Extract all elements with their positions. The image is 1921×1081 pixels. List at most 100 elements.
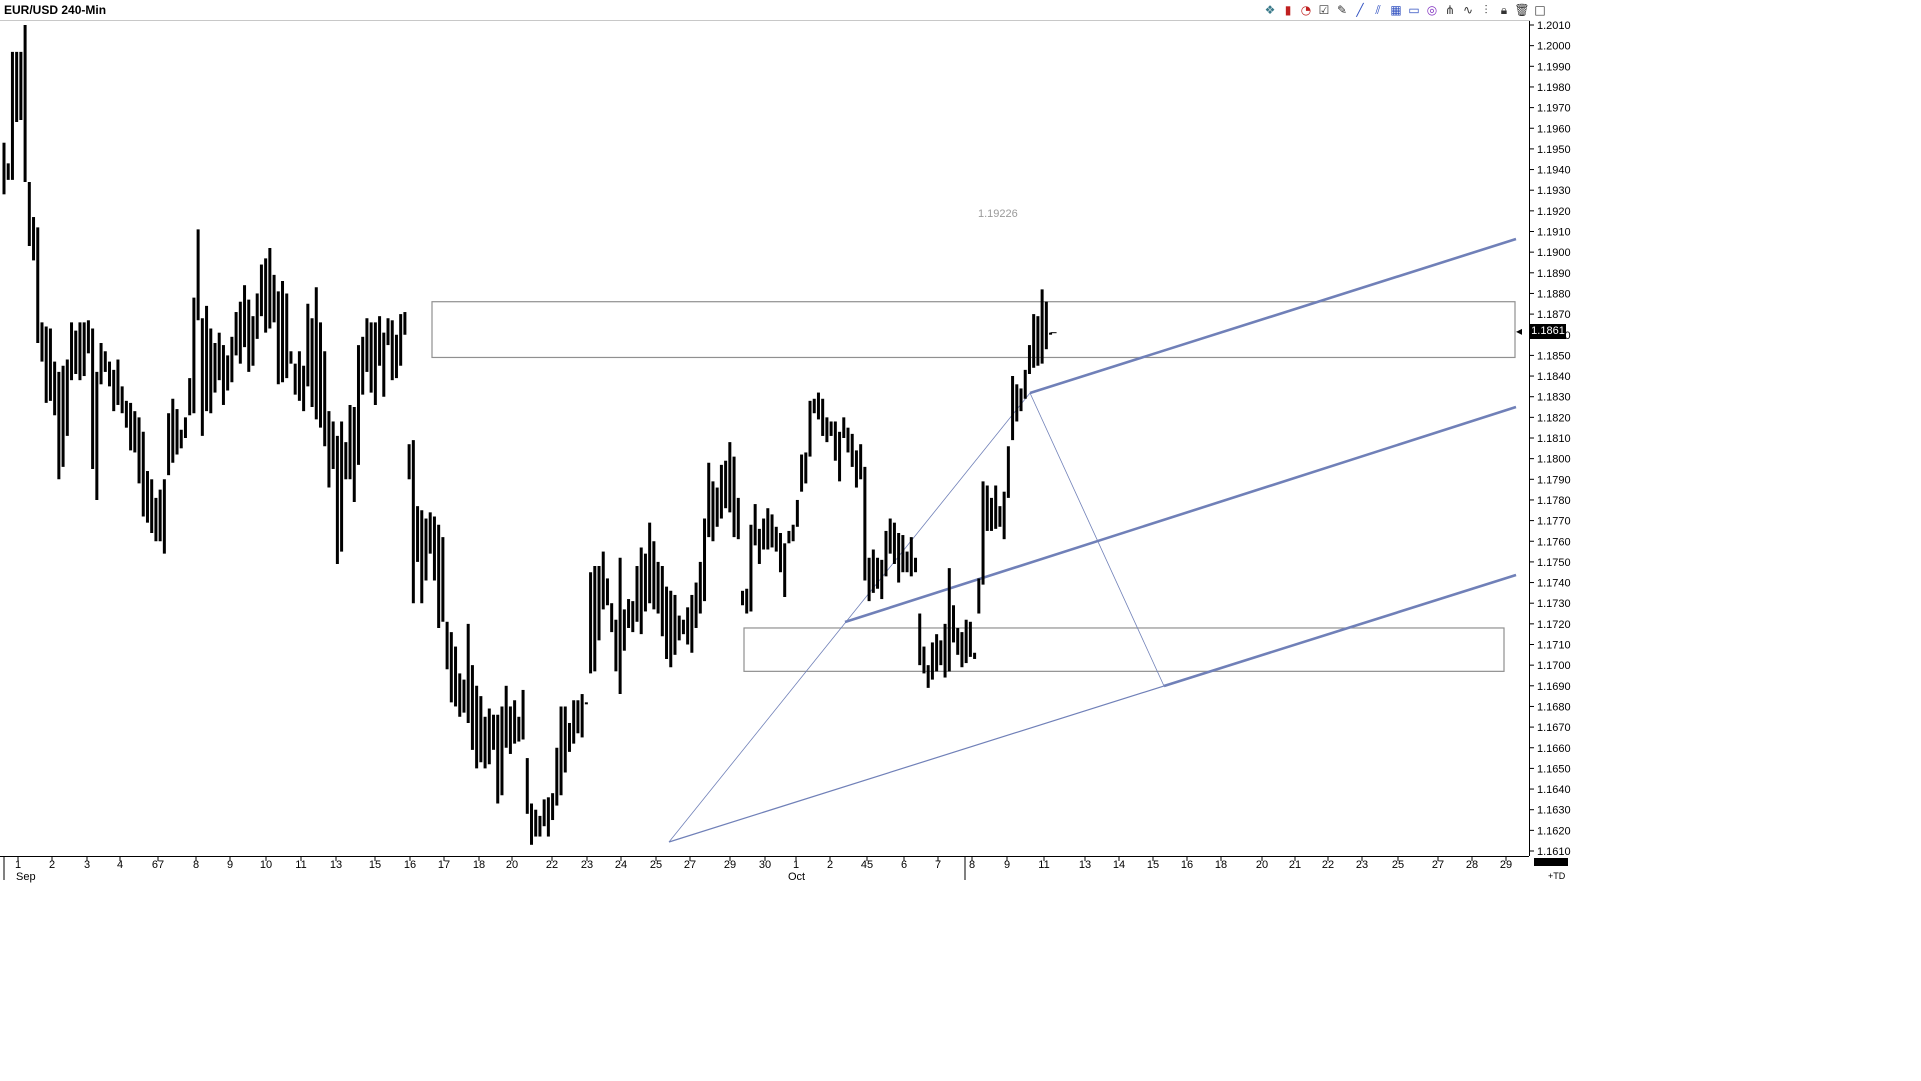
y-tick-label: 1.1900 (1537, 247, 1571, 259)
x-tick-label: 22 (546, 859, 558, 871)
scale-toggle-button[interactable] (1534, 858, 1568, 866)
y-tick-label: 1.1720 (1537, 619, 1571, 631)
y-tick-label: 1.1710 (1537, 640, 1571, 652)
y-tick-label: 1.1670 (1537, 722, 1571, 734)
y-tick-label: 1.1870 (1537, 309, 1571, 321)
y-tick-label: 1.1830 (1537, 392, 1571, 404)
x-tick-label: 20 (506, 859, 518, 871)
swing-line-up (668, 392, 1031, 843)
y-tick-label: 1.1660 (1537, 743, 1571, 755)
x-tick-label: 2 (827, 859, 833, 871)
y-axis: 1.2010 1.2000 1.1990 1.1980 1.1970 1.1960 1.19… (1529, 20, 1571, 858)
x-tick-label: 1 (793, 859, 799, 871)
y-tick-label: 1.1840 (1537, 371, 1571, 383)
gauge-icon[interactable]: ◔ (1300, 3, 1312, 17)
bar-icon[interactable]: ⫶ (1484, 3, 1488, 17)
title-bar: EUR/USD 240-Min ❖ ▮ ◔ ☑ ✎ ╱ ⫽ ▦ ▭ ◎ ⋔ ∿ … (0, 0, 1546, 21)
y-tick-label: 1.1650 (1537, 763, 1571, 775)
x-tick-label: 13 (330, 859, 342, 871)
trendlines[interactable] (668, 237, 1517, 843)
x-tick-label: 15 (369, 859, 381, 871)
x-tick-label: 23 (581, 859, 593, 871)
trendline-icon[interactable]: ╱ (1356, 3, 1364, 17)
floating-price-label: 1.19226 (978, 208, 1018, 220)
x-tick-label: 11 (295, 859, 306, 871)
fork-icon[interactable]: ⋔ (1444, 3, 1456, 17)
y-tick-label: 1.1910 (1537, 227, 1571, 239)
y-tick-label: 1.1770 (1537, 516, 1571, 528)
price-zone-box (743, 627, 1505, 672)
check-icon[interactable]: ☑ (1318, 3, 1330, 17)
x-tick-label: 3 (84, 859, 90, 871)
pencil-icon[interactable]: ✎ (1336, 3, 1348, 17)
y-tick-label: 1.1790 (1537, 474, 1571, 486)
x-tick-label: 2 (49, 859, 55, 871)
y-tick-label: 1.1760 (1537, 536, 1571, 548)
x-tick-label: 24 (615, 859, 627, 871)
x-tick-label: 28 (1466, 859, 1478, 871)
y-tick-label: 1.1940 (1537, 165, 1571, 177)
x-tick-label: 27 (1432, 859, 1444, 871)
trash-icon[interactable]: 🗑︎ (1514, 3, 1530, 17)
swing-line-down (1029, 392, 1165, 687)
upper-channel-line (1029, 237, 1517, 395)
x-tick-label: 14 (1113, 859, 1125, 871)
drawing-toolbar: ❖ ▮ ◔ ☑ ✎ ╱ ⫽ ▦ ▭ ◎ ⋔ ∿ ⫶ 🔒︎ 🗑︎ □ (1262, 2, 1548, 18)
y-tick-label: 1.1950 (1537, 144, 1571, 156)
y-tick-label: 1.1640 (1537, 784, 1571, 796)
zone-boxes[interactable] (431, 301, 1516, 672)
y-tick-label: 1.1750 (1537, 557, 1571, 569)
candle-icon[interactable]: ▮ (1284, 3, 1292, 17)
x-tick-label: 17 (438, 859, 450, 871)
circle-icon[interactable]: ◎ (1426, 3, 1438, 17)
lock-icon[interactable]: 🔒︎ (1500, 3, 1508, 17)
y-tick-label: 1.1780 (1537, 495, 1571, 507)
wave-icon[interactable]: ∿ (1462, 3, 1474, 17)
price-arrow-icon: ◂ (1516, 324, 1523, 338)
y-tick-label: 1.2010 (1537, 20, 1571, 32)
x-tick-label: 18 (1215, 859, 1227, 871)
x-tick-label: 10 (260, 859, 272, 871)
y-tick-label: 1.1850 (1537, 350, 1571, 362)
y-tick-label: 1.1730 (1537, 598, 1571, 610)
channel-icon[interactable]: ⫽ (1375, 3, 1381, 17)
x-tick-label: 30 (759, 859, 771, 871)
x-tick-label: 20 (1256, 859, 1268, 871)
y-tick-label: 1.1680 (1537, 701, 1571, 713)
y-tick-label: 1.1920 (1537, 206, 1571, 218)
x-tick-label: 4 (117, 859, 123, 871)
x-tick-label: 9 (1004, 859, 1010, 871)
y-tick-label: 1.1970 (1537, 103, 1571, 115)
x-tick-label: 15 (1147, 859, 1159, 871)
y-tick-label: 1.1990 (1537, 61, 1571, 73)
month-label: Sep (16, 871, 36, 883)
x-axis: 1 2 3 4 67 8 9 10 11 13 15 16 17 18 20 22 23 24 25 27 29 30 1 2… (3, 856, 1512, 883)
x-tick-label: 16 (1181, 859, 1193, 871)
y-tick-label: 1.1930 (1537, 185, 1571, 197)
y-tick-label: 1.1960 (1537, 123, 1571, 135)
ohlc-bars (2, 25, 1057, 845)
x-tick-label: 21 (1289, 859, 1301, 871)
grid-icon[interactable]: ▦ (1390, 3, 1402, 17)
x-tick-label: 1 (15, 859, 21, 871)
x-tick-label: 9 (227, 859, 233, 871)
x-tick-label: 18 (473, 859, 485, 871)
rectangle-icon[interactable]: ▭ (1408, 3, 1420, 17)
x-tick-label: 23 (1356, 859, 1368, 871)
y-tick-label: 1.1820 (1537, 412, 1571, 424)
y-tick-label: 1.1690 (1537, 681, 1571, 693)
x-tick-label: 29 (1500, 859, 1512, 871)
y-tick-label: 1.1610 (1537, 846, 1571, 858)
y-tick-label: 1.2000 (1537, 41, 1571, 53)
y-tick-label: 1.1880 (1537, 288, 1571, 300)
y-tick-label: 1.1890 (1537, 268, 1571, 280)
y-tick-label: 1.1740 (1537, 578, 1571, 590)
y-tick-label: 1.1630 (1537, 805, 1571, 817)
corner-label: +TD (1548, 871, 1566, 881)
x-tick-label: 8 (193, 859, 199, 871)
data-icon[interactable]: ❖ (1264, 3, 1276, 17)
x-tick-label: 6 (901, 859, 907, 871)
square-icon[interactable]: □ (1534, 3, 1546, 17)
x-tick-label: 25 (650, 859, 662, 871)
